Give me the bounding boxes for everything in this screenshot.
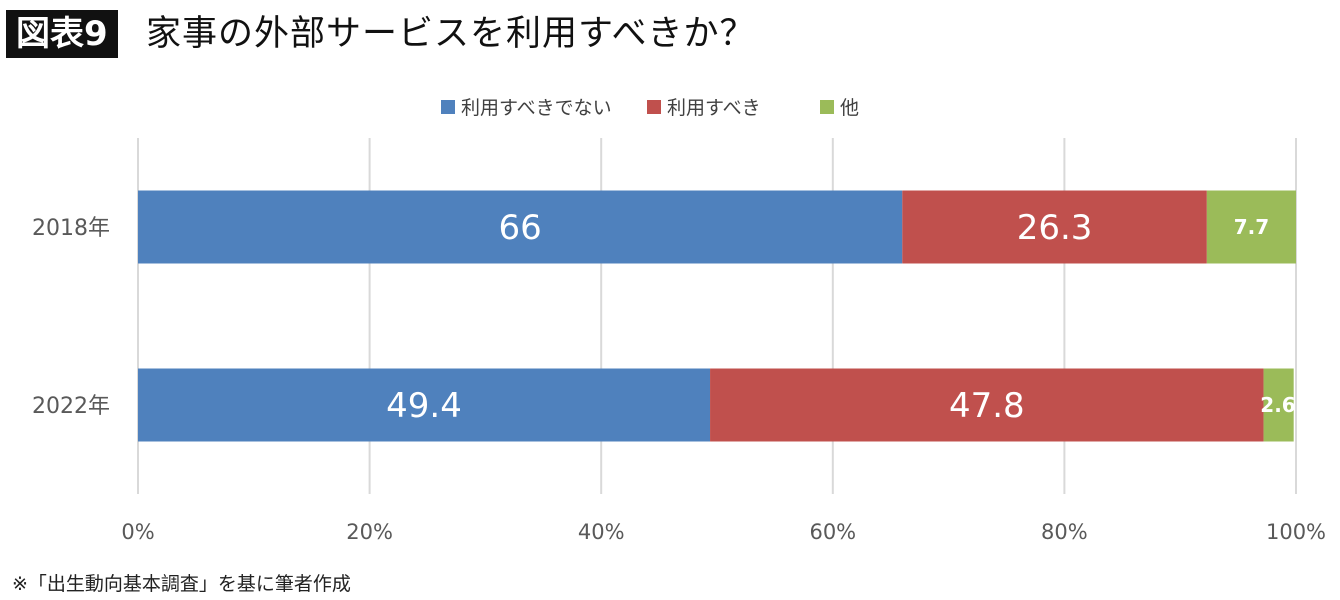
category-label: 2022年 — [32, 394, 110, 419]
chart-title: 家事の外部サービスを利用すべきか？ — [146, 14, 756, 54]
figure-label: 図表9 — [6, 10, 118, 58]
data-label: 49.4 — [386, 386, 462, 426]
x-tick-label: 0% — [121, 520, 154, 544]
x-tick-label: 100% — [1266, 520, 1326, 544]
data-label: 47.8 — [949, 386, 1025, 426]
legend-swatch — [441, 100, 455, 114]
category-label: 2018年 — [32, 216, 110, 241]
x-tick-label: 80% — [1041, 520, 1088, 544]
bars — [138, 190, 1296, 442]
category-axis-labels: 2018年 2022年 — [32, 216, 110, 419]
x-tick-label: 20% — [346, 520, 393, 544]
data-labels: 66 26.3 7.7 49.4 47.8 2.6 — [386, 208, 1296, 426]
legend-swatch — [820, 100, 834, 114]
bar-segment — [1263, 368, 1294, 442]
x-tick-label: 60% — [809, 520, 856, 544]
footnote: ※「出生動向基本調査」を基に筆者作成 — [12, 573, 351, 595]
data-label: 7.7 — [1234, 215, 1269, 239]
bar-segment — [902, 190, 1207, 264]
bar-segment — [710, 368, 1264, 442]
data-label: 2.6 — [1260, 393, 1295, 417]
legend-swatch — [647, 100, 661, 114]
legend-label: 利用すべきでない — [461, 97, 612, 119]
legend-label: 利用すべき — [667, 97, 761, 119]
x-tick-label: 40% — [578, 520, 625, 544]
bar-segment — [1206, 190, 1296, 264]
data-label: 26.3 — [1017, 208, 1093, 248]
bar-segment — [138, 190, 903, 264]
bar-segment — [138, 368, 711, 442]
legend: 利用すべきでない 利用すべき 他 — [441, 97, 859, 119]
value-axis-labels: 0% 20% 40% 60% 80% 100% — [121, 520, 1326, 544]
legend-label: 他 — [840, 97, 859, 119]
data-label: 66 — [499, 208, 542, 248]
